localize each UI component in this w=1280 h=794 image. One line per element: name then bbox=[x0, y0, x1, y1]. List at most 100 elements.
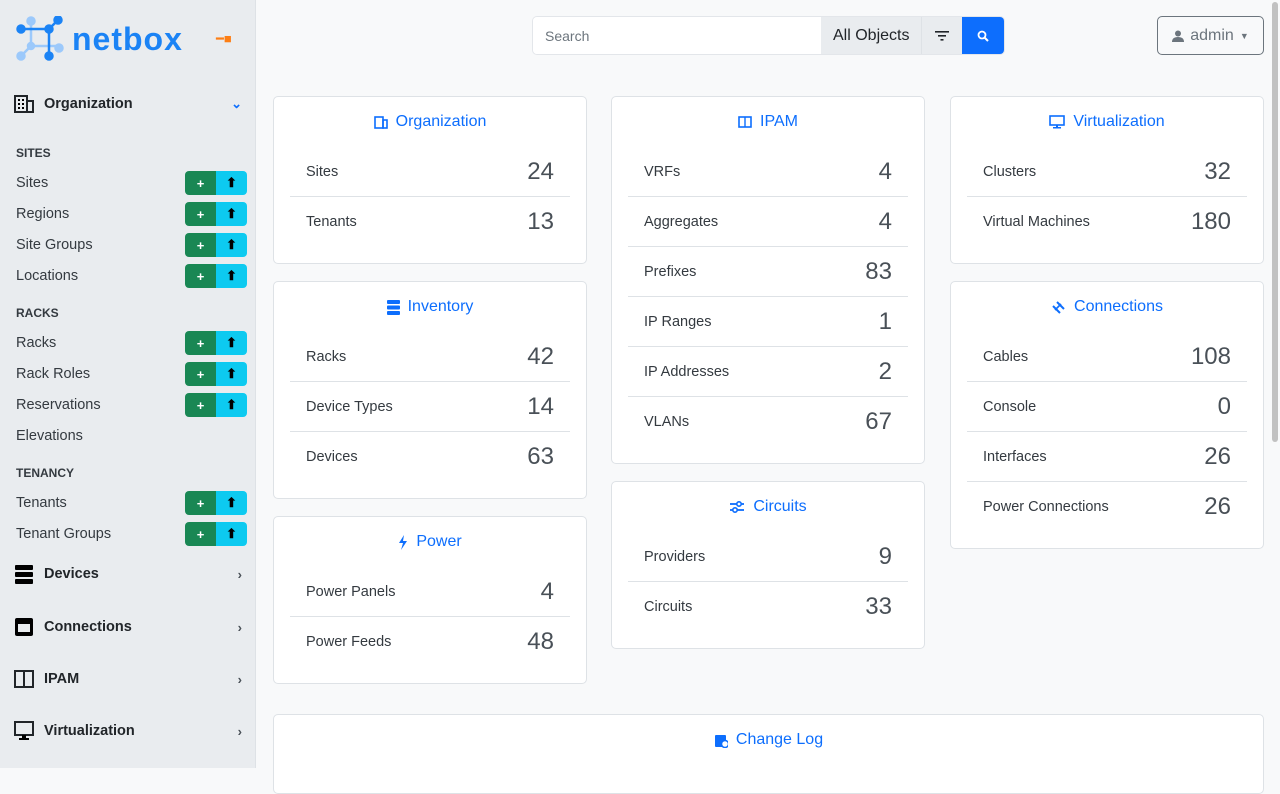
search-input[interactable] bbox=[533, 17, 821, 54]
card-title: Inventory bbox=[407, 298, 474, 315]
stat-label: VRFs bbox=[644, 163, 681, 180]
stat-row-devices[interactable]: Devices 63 bbox=[290, 432, 570, 482]
stat-count: 32 bbox=[1204, 157, 1231, 185]
stats-list: Racks 42 Device Types 14 Devices 63 bbox=[290, 332, 570, 482]
search-form: All Objects bbox=[532, 16, 1006, 55]
building-icon bbox=[373, 115, 388, 129]
sidebar-item-tenants[interactable]: Tenants + ⬆ bbox=[16, 491, 247, 515]
import-button[interactable]: ⬆ bbox=[216, 522, 247, 546]
import-button[interactable]: ⬆ bbox=[216, 362, 247, 386]
search-scope-select[interactable]: All Objects bbox=[821, 17, 923, 54]
card-header[interactable]: IPAM bbox=[628, 97, 908, 147]
add-button[interactable]: + bbox=[185, 491, 216, 515]
stat-label: IP Ranges bbox=[644, 313, 712, 330]
counter-icon bbox=[14, 669, 34, 689]
add-button[interactable]: + bbox=[185, 202, 216, 226]
stat-row-virtual-machines[interactable]: Virtual Machines 180 bbox=[967, 197, 1247, 247]
pin-icon[interactable]: ━■ bbox=[216, 31, 232, 46]
sidebar-section-connections[interactable]: Connections › bbox=[14, 617, 242, 637]
netbox-logo[interactable]: netbox bbox=[16, 16, 183, 62]
import-button[interactable]: ⬆ bbox=[216, 202, 247, 226]
stat-count: 83 bbox=[865, 257, 892, 285]
add-button[interactable]: + bbox=[185, 362, 216, 386]
card-header[interactable]: Power bbox=[290, 517, 570, 567]
add-button[interactable]: + bbox=[185, 522, 216, 546]
stat-label: Circuits bbox=[644, 599, 693, 615]
user-icon bbox=[1172, 30, 1185, 42]
scrollbar[interactable] bbox=[1272, 2, 1278, 442]
search-button[interactable] bbox=[962, 17, 1005, 54]
stat-row-vrfs[interactable]: VRFs 4 bbox=[628, 147, 908, 197]
add-button[interactable]: + bbox=[185, 393, 216, 417]
sidebar-item-elevations[interactable]: Elevations bbox=[16, 424, 247, 448]
item-actions: + ⬆ bbox=[185, 202, 247, 226]
ethernet-icon bbox=[14, 617, 34, 637]
stat-row-providers[interactable]: Providers 9 bbox=[628, 532, 908, 582]
sidebar-item-racks[interactable]: Racks + ⬆ bbox=[16, 331, 247, 355]
add-button[interactable]: + bbox=[185, 233, 216, 257]
stat-row-ip-addresses[interactable]: IP Addresses 2 bbox=[628, 347, 908, 397]
stat-row-tenants[interactable]: Tenants 13 bbox=[290, 197, 570, 247]
import-button[interactable]: ⬆ bbox=[216, 491, 247, 515]
import-button[interactable]: ⬆ bbox=[216, 331, 247, 355]
stat-row-power-feeds[interactable]: Power Feeds 48 bbox=[290, 617, 570, 667]
sidebar-item-locations[interactable]: Locations + ⬆ bbox=[16, 264, 247, 288]
stat-row-ip-ranges[interactable]: IP Ranges 1 bbox=[628, 297, 908, 347]
stat-count: 48 bbox=[527, 628, 554, 655]
stats-list: VRFs 4 Aggregates 4 Prefixes 83 IP Ranges 1 IP A… bbox=[628, 147, 908, 447]
card-header[interactable]: Connections bbox=[967, 282, 1247, 332]
sidebar: netbox ━■ Organization ⌄ SITES RACKS TEN… bbox=[0, 0, 256, 768]
stat-count: 67 bbox=[865, 408, 892, 435]
sidebar-item-site-groups[interactable]: Site Groups + ⬆ bbox=[16, 233, 247, 257]
stat-row-console[interactable]: Console 0 bbox=[967, 382, 1247, 432]
stat-row-racks[interactable]: Racks 42 bbox=[290, 332, 570, 382]
stat-row-sites[interactable]: Sites 24 bbox=[290, 147, 570, 197]
sidebar-item-sites[interactable]: Sites + ⬆ bbox=[16, 171, 247, 195]
import-button[interactable]: ⬆ bbox=[216, 393, 247, 417]
import-button[interactable]: ⬆ bbox=[216, 171, 247, 195]
stat-row-clusters[interactable]: Clusters 32 bbox=[967, 147, 1247, 197]
sidebar-section-organization[interactable]: Organization ⌄ bbox=[14, 94, 242, 114]
stat-row-cables[interactable]: Cables 108 bbox=[967, 332, 1247, 382]
stat-label: Devices bbox=[306, 449, 358, 465]
sidebar-section-ipam[interactable]: IPAM › bbox=[14, 669, 242, 689]
card-header[interactable]: Inventory bbox=[290, 282, 570, 332]
stat-row-prefixes[interactable]: Prefixes 83 bbox=[628, 247, 908, 297]
add-button[interactable]: + bbox=[185, 171, 216, 195]
sidebar-item-reservations[interactable]: Reservations + ⬆ bbox=[16, 393, 247, 417]
stat-row-device-types[interactable]: Device Types 14 bbox=[290, 382, 570, 432]
sidebar-section-devices[interactable]: Devices › bbox=[14, 564, 242, 584]
item-actions: + ⬆ bbox=[185, 331, 247, 355]
stat-row-power-connections[interactable]: Power Connections 26 bbox=[967, 482, 1247, 532]
stat-row-interfaces[interactable]: Interfaces 26 bbox=[967, 432, 1247, 482]
section-label: Virtualization bbox=[44, 723, 135, 739]
stat-row-power-panels[interactable]: Power Panels 4 bbox=[290, 567, 570, 617]
sidebar-item-tenant-groups[interactable]: Tenant Groups + ⬆ bbox=[16, 522, 247, 546]
add-button[interactable]: + bbox=[185, 264, 216, 288]
search-icon bbox=[978, 30, 990, 42]
sidebar-item-regions[interactable]: Regions + ⬆ bbox=[16, 202, 247, 226]
stat-row-vlans[interactable]: VLANs 67 bbox=[628, 397, 908, 447]
card-header[interactable]: Virtualization bbox=[967, 97, 1247, 147]
sidebar-item-label: Rack Roles bbox=[16, 366, 91, 382]
user-menu-button[interactable]: admin ▼ bbox=[1157, 16, 1264, 55]
import-button[interactable]: ⬆ bbox=[216, 233, 247, 257]
import-button[interactable]: ⬆ bbox=[216, 264, 247, 288]
filter-button[interactable] bbox=[922, 17, 963, 54]
card-header: Change Log bbox=[274, 715, 1263, 765]
stat-row-circuits[interactable]: Circuits 33 bbox=[628, 582, 908, 632]
stat-label: Console bbox=[983, 398, 1037, 415]
add-button[interactable]: + bbox=[185, 331, 216, 355]
card-header[interactable]: Organization bbox=[290, 97, 570, 147]
card-header[interactable]: Circuits bbox=[628, 482, 908, 532]
card-title: Connections bbox=[1074, 298, 1163, 315]
stat-label: Power Panels bbox=[306, 583, 396, 600]
inventory-card: Inventory Racks 42 Device Types 14 Devices 63 bbox=[273, 281, 587, 499]
sidebar-item-rack-roles[interactable]: Rack Roles + ⬆ bbox=[16, 362, 247, 386]
stat-label: Virtual Machines bbox=[983, 214, 1090, 230]
sidebar-section-virtualization[interactable]: Virtualization › bbox=[14, 721, 242, 741]
stat-row-aggregates[interactable]: Aggregates 4 bbox=[628, 197, 908, 247]
power-card: Power Power Panels 4 Power Feeds 48 bbox=[273, 516, 587, 684]
stat-label: Cables bbox=[983, 348, 1029, 365]
stat-label: IP Addresses bbox=[644, 363, 730, 380]
